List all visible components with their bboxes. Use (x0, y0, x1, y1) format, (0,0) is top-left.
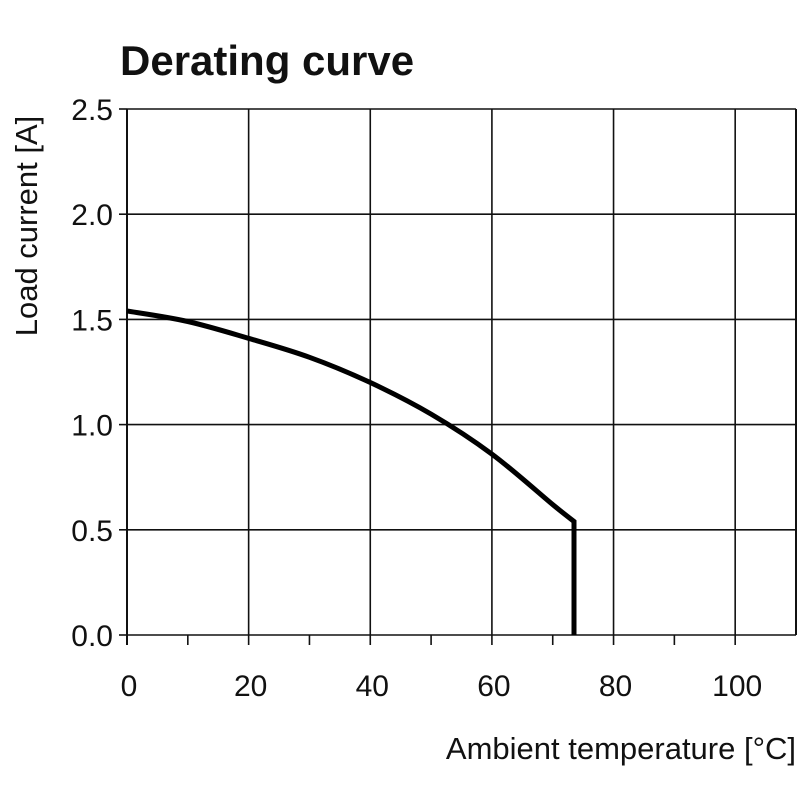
x-tick-label: 0 (121, 670, 138, 703)
y-tick-label: 0.0 (71, 620, 113, 653)
x-tick-label: 40 (356, 670, 389, 703)
x-axis-label: Ambient temperature [°C] (446, 731, 796, 766)
series-layer (126, 308, 577, 635)
y-tick-label: 0.5 (71, 515, 113, 548)
x-tick-label: 100 (712, 670, 762, 703)
x-tick-label: 60 (477, 670, 510, 703)
y-tick-label: 2.0 (71, 199, 113, 232)
y-tick-label: 1.0 (71, 410, 113, 443)
derating-curve-line (126, 308, 577, 635)
y-tick-labels: 0.0 0.5 1.0 1.5 2.0 2.5 (71, 94, 113, 653)
y-axis-label: Load current [A] (9, 116, 44, 337)
y-tick-label: 2.5 (71, 94, 113, 127)
y-tick-label: 1.5 (71, 304, 113, 337)
x-tick-label: 20 (234, 670, 267, 703)
axis-ticks (119, 108, 736, 645)
grid-lines (126, 108, 797, 645)
chart-title: Derating curve (120, 37, 414, 84)
x-tick-labels: 0 20 40 60 80 100 (121, 670, 763, 703)
x-tick-label: 80 (599, 670, 632, 703)
